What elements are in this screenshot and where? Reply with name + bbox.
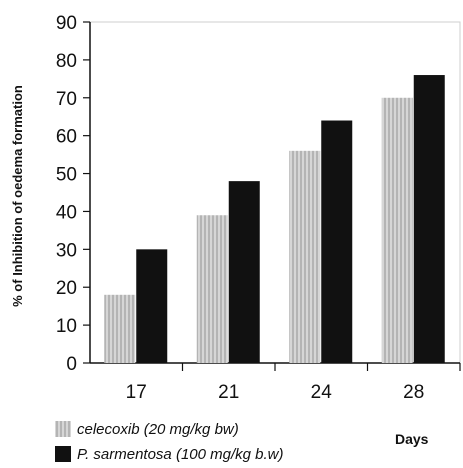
bar-p-sarmentosa-17 [136,249,168,363]
x-tick-label: 21 [218,382,239,403]
bar-celecoxib-17 [104,294,136,363]
y-tick-label: 10 [56,316,77,337]
bars [104,75,445,364]
x-tick-label: 17 [126,382,147,403]
legend-label-p-sarmentosa: P. sarmentosa (100 mg/kg b.w) [77,446,283,463]
y-tick-label: 90 [56,13,77,34]
y-axis-label: % of Inhibition of oedema formation [10,85,25,307]
x-axis-ticks: 17 21 24 28 [126,363,461,403]
x-tick-label: 28 [403,382,424,403]
y-tick-label: 50 [56,165,77,186]
legend: celecoxib (20 mg/kg bw) P. sarmentosa (10… [55,421,283,463]
legend-swatch-p-sarmentosa [55,446,71,462]
x-axis-label: Days [395,431,429,447]
y-tick-label: 70 [56,89,77,110]
bar-celecoxib-21 [196,215,228,363]
x-tick-label: 24 [311,382,333,403]
bar-p-sarmentosa-28 [413,75,445,364]
bar-p-sarmentosa-24 [321,120,353,363]
y-tick-label: 30 [56,240,77,261]
legend-label-celecoxib: celecoxib (20 mg/kg bw) [77,421,239,438]
y-tick-label: 0 [66,354,77,375]
y-tick-label: 80 [56,51,77,72]
y-tick-label: 20 [56,278,77,299]
y-tick-label: 60 [56,127,77,148]
bar-celecoxib-24 [289,150,321,363]
bar-celecoxib-28 [381,97,413,364]
bar-p-sarmentosa-21 [228,181,260,363]
y-tick-label: 40 [56,202,77,223]
y-axis-ticks: 0 10 20 30 40 50 60 70 80 90 [56,13,90,375]
legend-swatch-celecoxib [55,421,71,437]
